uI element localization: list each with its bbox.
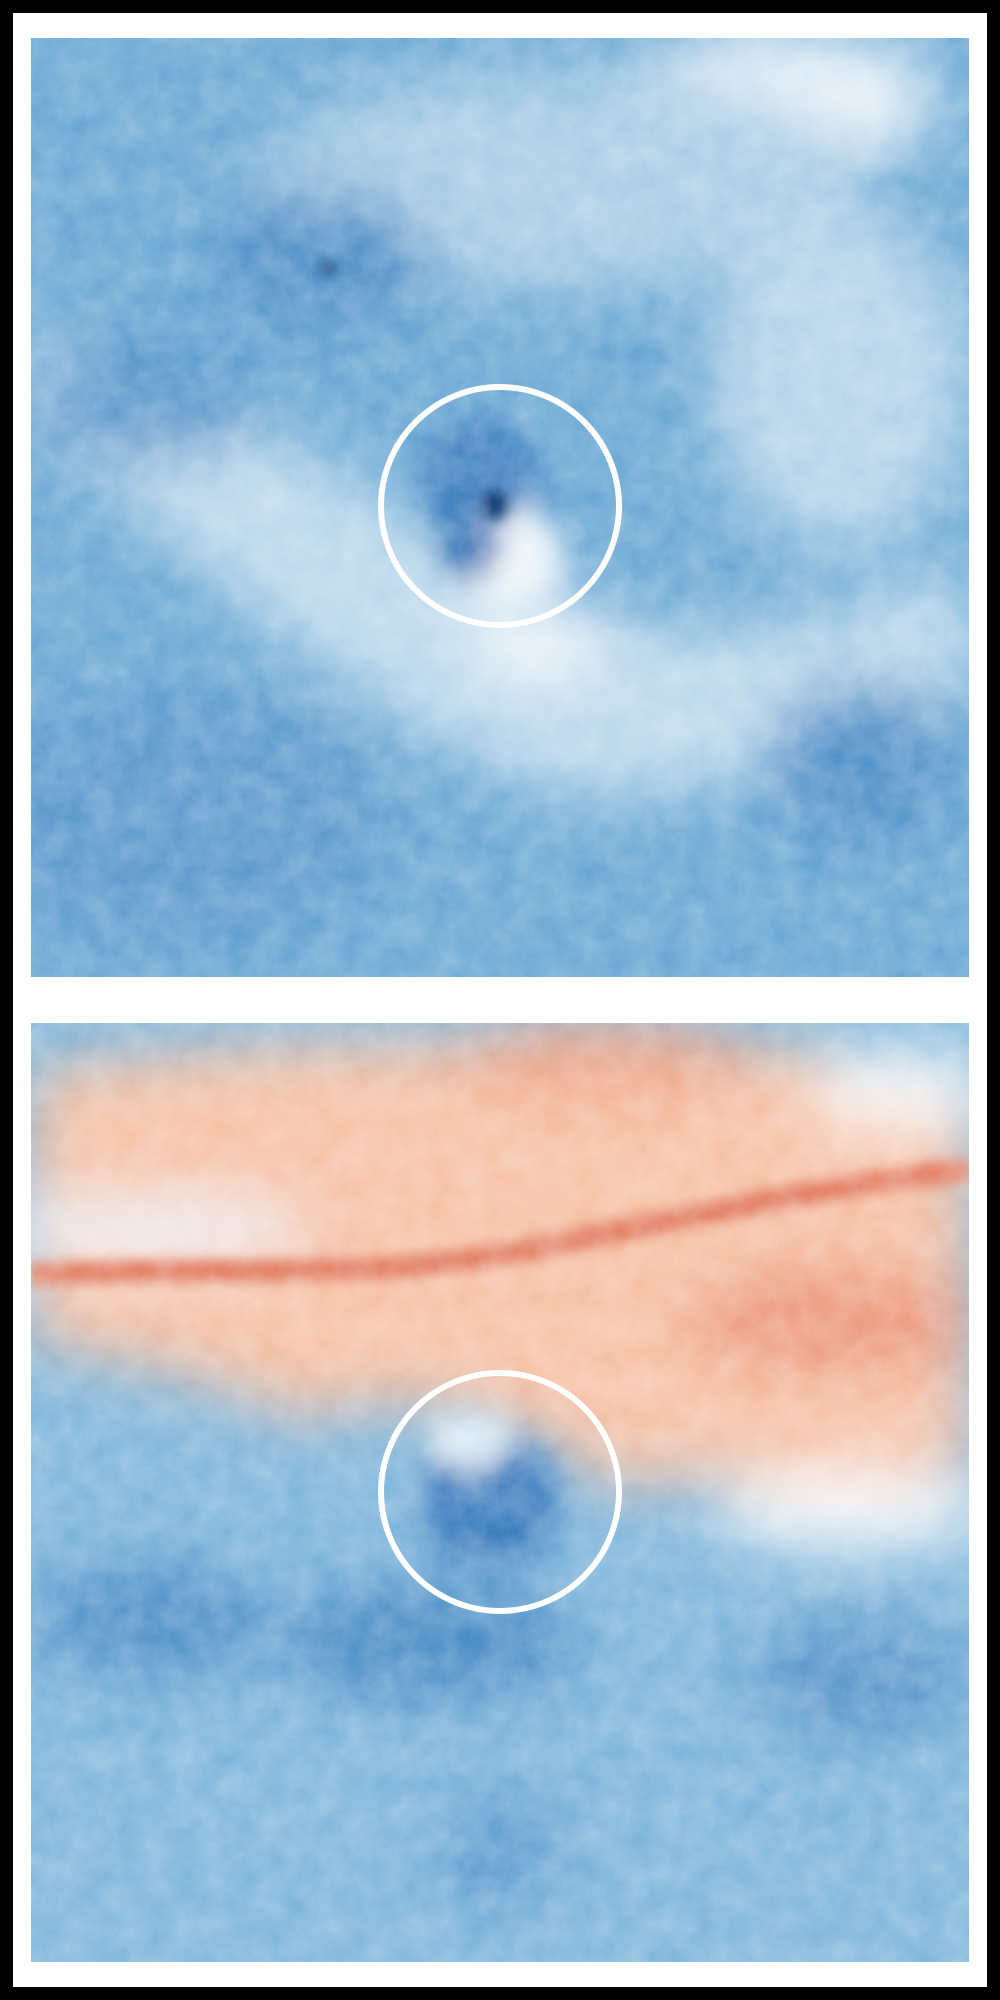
bottom-panel bbox=[31, 1023, 969, 1962]
highlight-circle bbox=[378, 1370, 622, 1614]
highlight-circle bbox=[378, 384, 622, 628]
top-panel bbox=[31, 38, 969, 977]
